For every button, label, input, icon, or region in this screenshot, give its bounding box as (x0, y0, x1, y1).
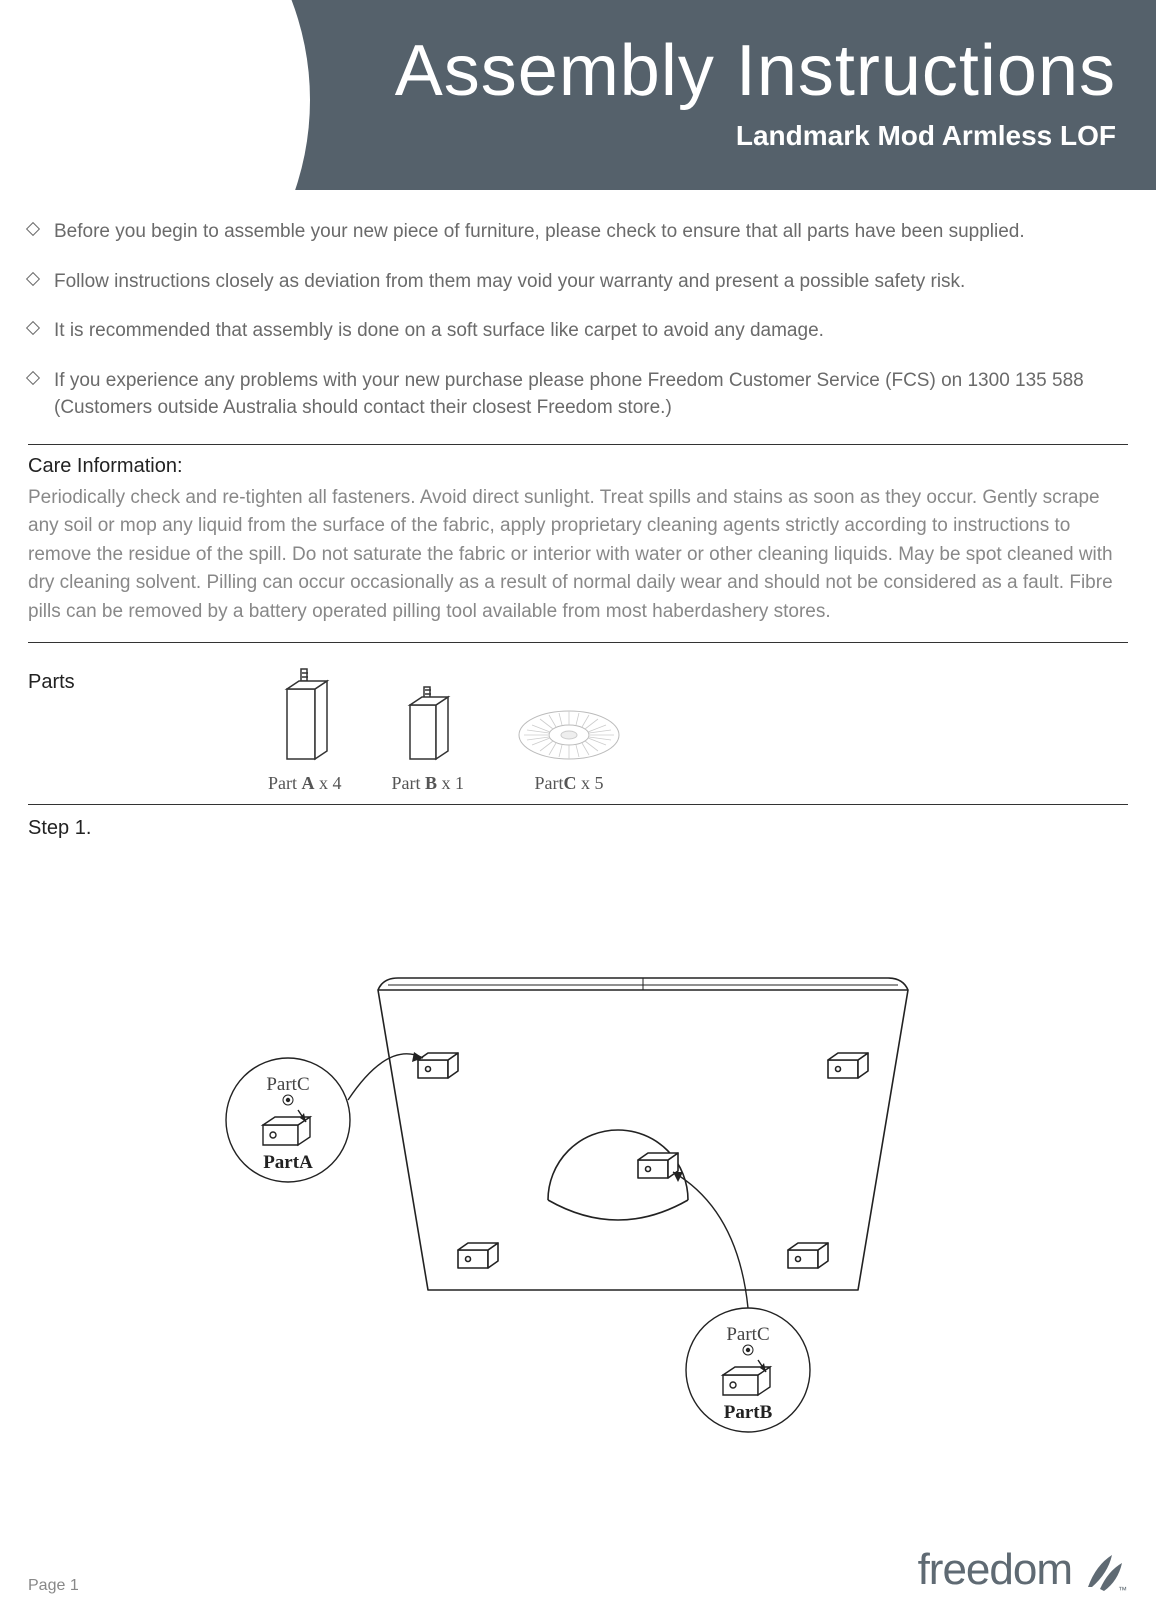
page-title: Assembly Instructions (0, 30, 1116, 112)
bullet-item: Follow instructions closely as deviation… (28, 268, 1128, 296)
page-subtitle: Landmark Mod Armless LOF (0, 120, 1116, 152)
bullet-item: It is recommended that assembly is done … (28, 317, 1128, 345)
foot-bl (458, 1243, 498, 1268)
bullet-icon (26, 371, 40, 385)
bullet-text: Before you begin to assemble your new pi… (54, 221, 1025, 242)
foot-tr (828, 1053, 868, 1078)
svg-text:PartC: PartC (726, 1324, 769, 1345)
bullet-item: If you experience any problems with your… (28, 367, 1128, 422)
part-c-caption: PartC x 5 (514, 773, 624, 794)
parts-label: Parts (28, 667, 268, 694)
bullet-list: Before you begin to assemble your new pi… (28, 218, 1128, 422)
divider (28, 444, 1128, 445)
callout-b: PartC PartB (686, 1308, 810, 1432)
content-area: Before you begin to assemble your new pi… (0, 190, 1156, 1515)
parts-row: Parts Part A x 4 (28, 653, 1128, 804)
divider (28, 642, 1128, 643)
footer: Page 1 freedom ™ (28, 1545, 1128, 1595)
header-banner: Assembly Instructions Landmark Mod Armle… (0, 0, 1156, 190)
part-b-caption: Part B x 1 (392, 773, 465, 794)
bullet-text: Follow instructions closely as deviation… (54, 271, 965, 292)
step-label: Step 1. (28, 817, 1128, 840)
foot-br (788, 1243, 828, 1268)
diagram-svg: PartC PartA (148, 950, 1008, 1510)
brand-text: freedom (918, 1545, 1072, 1595)
bullet-icon (26, 321, 40, 335)
part-a-caption: Part A x 4 (268, 773, 342, 794)
page-number: Page 1 (28, 1577, 79, 1595)
bullet-item: Before you begin to assemble your new pi… (28, 218, 1128, 246)
part-b: Part B x 1 (392, 685, 465, 794)
foot-center (638, 1153, 678, 1178)
callout-a: PartC PartA (226, 1058, 350, 1182)
brand-logo: freedom ™ (918, 1545, 1128, 1595)
svg-text:PartA: PartA (263, 1152, 313, 1173)
bullet-text: If you experience any problems with your… (54, 370, 1084, 419)
part-b-icon (400, 685, 456, 767)
assembly-diagram: PartC PartA (28, 950, 1128, 1515)
page: Assembly Instructions Landmark Mod Armle… (0, 0, 1156, 1615)
bullet-icon (26, 222, 40, 236)
part-c-icon (514, 705, 624, 767)
part-a-icon (275, 667, 335, 767)
bullet-text: It is recommended that assembly is done … (54, 320, 824, 341)
brand-leaf-icon: ™ (1078, 1545, 1128, 1595)
bullet-icon (26, 271, 40, 285)
divider (28, 804, 1128, 805)
svg-text:™: ™ (1118, 1585, 1126, 1595)
part-a: Part A x 4 (268, 667, 342, 794)
care-heading: Care Information: (28, 455, 1128, 478)
svg-text:PartB: PartB (724, 1402, 773, 1423)
part-c: PartC x 5 (514, 705, 624, 794)
foot-tl (418, 1053, 458, 1078)
care-body: Periodically check and re-tighten all fa… (28, 484, 1128, 627)
svg-text:PartC: PartC (266, 1074, 309, 1095)
